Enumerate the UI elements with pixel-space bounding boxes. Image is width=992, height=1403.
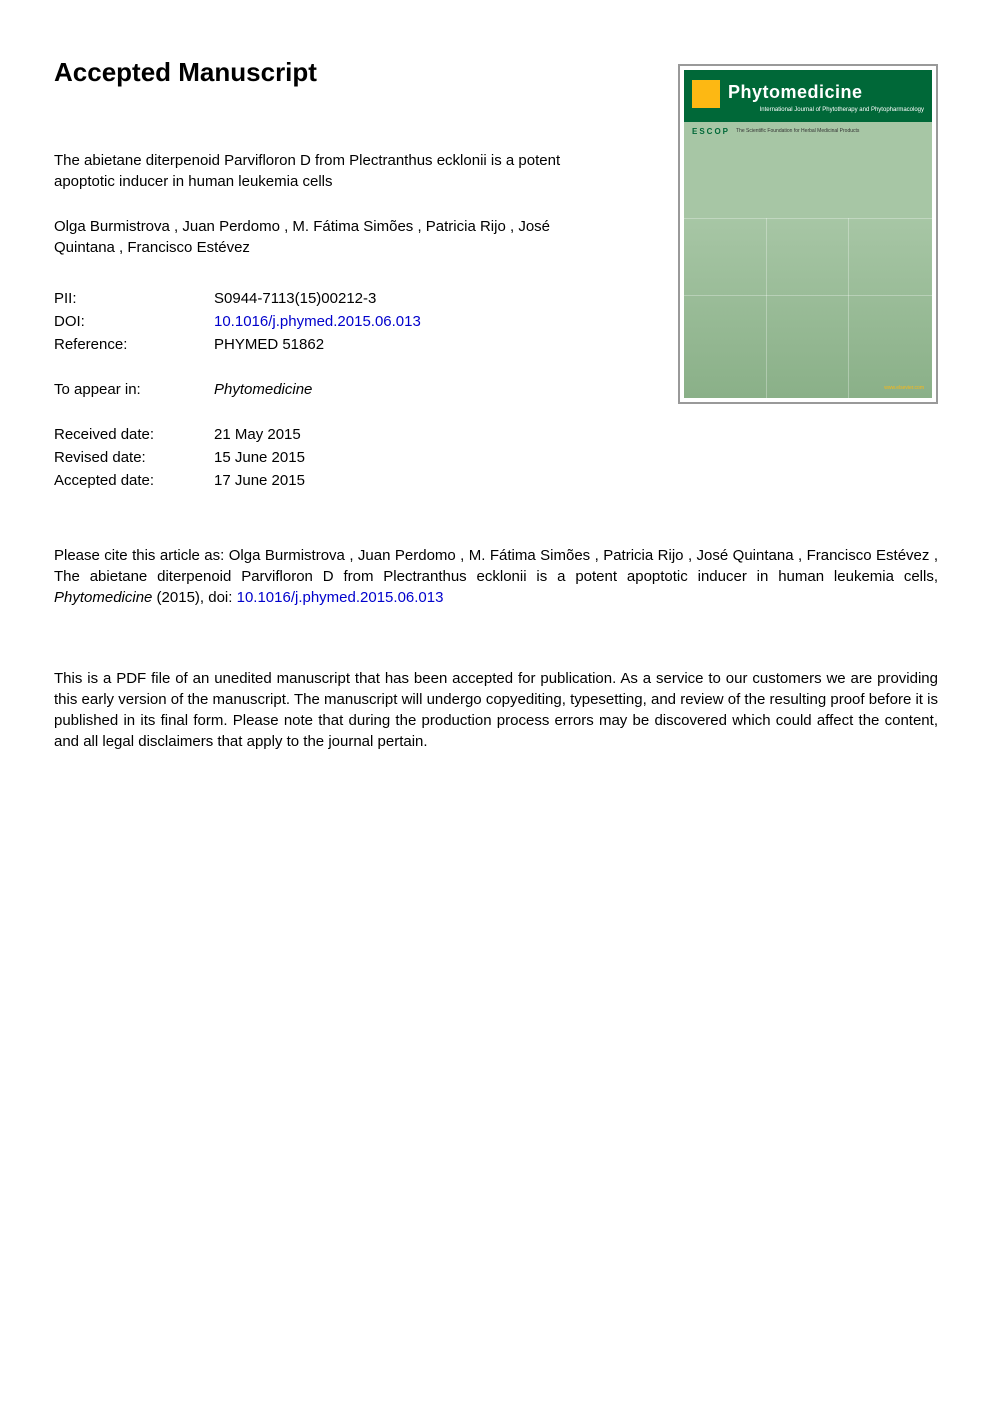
doi-link[interactable]: 10.1016/j.phymed.2015.06.013 — [214, 311, 421, 332]
cover-body: www.elsevier.com — [684, 142, 932, 398]
cover-footer: www.elsevier.com — [884, 385, 924, 392]
accepted-row: Accepted date: 17 June 2015 — [54, 470, 614, 491]
cover-title-group: Phytomedicine International Journal of P… — [728, 80, 924, 114]
citation-prefix: Please cite this article as: Olga Burmis… — [54, 547, 938, 585]
pii-value: S0944-7113(15)00212-3 — [214, 288, 376, 309]
citation-year: (2015), doi: — [152, 589, 236, 606]
received-row: Received date: 21 May 2015 — [54, 424, 614, 445]
accepted-value: 17 June 2015 — [214, 470, 305, 491]
accepted-manuscript-heading: Accepted Manuscript — [54, 54, 614, 90]
elsevier-logo-icon — [692, 80, 720, 108]
metadata-table-1: PII: S0944-7113(15)00212-3 DOI: 10.1016/… — [54, 288, 614, 355]
cover-grid-line — [684, 295, 932, 296]
citation-block: Please cite this article as: Olga Burmis… — [54, 545, 938, 608]
reference-value: PHYMED 51862 — [214, 334, 324, 355]
appear-row: To appear in: Phytomedicine — [54, 379, 614, 400]
accepted-label: Accepted date: — [54, 470, 214, 491]
pii-label: PII: — [54, 288, 214, 309]
appear-label: To appear in: — [54, 379, 214, 400]
page-container: Accepted Manuscript The abietane diterpe… — [54, 54, 938, 752]
revised-label: Revised date: — [54, 447, 214, 468]
cover-grid-line — [766, 218, 767, 398]
citation-doi-link[interactable]: 10.1016/j.phymed.2015.06.013 — [237, 589, 444, 606]
journal-cover-thumbnail: Phytomedicine International Journal of P… — [678, 64, 938, 404]
reference-label: Reference: — [54, 334, 214, 355]
cover-grid-line — [848, 218, 849, 398]
article-title: The abietane diterpenoid Parvifloron D f… — [54, 150, 614, 192]
escop-text: The Scientific Foundation for Herbal Med… — [736, 129, 859, 135]
header-section: Accepted Manuscript The abietane diterpe… — [54, 54, 938, 515]
doi-label: DOI: — [54, 311, 214, 332]
cover-inner: Phytomedicine International Journal of P… — [684, 70, 932, 398]
authors-list: Olga Burmistrova , Juan Perdomo , M. Fát… — [54, 216, 614, 258]
escop-label: ESCOP — [692, 126, 730, 137]
citation-journal: Phytomedicine — [54, 589, 152, 606]
left-content: Accepted Manuscript The abietane diterpe… — [54, 54, 614, 515]
metadata-table-2: To appear in: Phytomedicine — [54, 379, 614, 400]
appear-value: Phytomedicine — [214, 379, 312, 400]
received-value: 21 May 2015 — [214, 424, 301, 445]
cover-journal-name: Phytomedicine — [728, 80, 924, 105]
cover-escop-row: ESCOP The Scientific Foundation for Herb… — [684, 122, 932, 141]
revised-row: Revised date: 15 June 2015 — [54, 447, 614, 468]
cover-subtitle: International Journal of Phytotherapy an… — [728, 107, 924, 114]
pii-row: PII: S0944-7113(15)00212-3 — [54, 288, 614, 309]
revised-value: 15 June 2015 — [214, 447, 305, 468]
metadata-table-3: Received date: 21 May 2015 Revised date:… — [54, 424, 614, 491]
disclaimer-text: This is a PDF file of an unedited manusc… — [54, 668, 938, 752]
cover-grid-line — [684, 218, 932, 219]
received-label: Received date: — [54, 424, 214, 445]
doi-row: DOI: 10.1016/j.phymed.2015.06.013 — [54, 311, 614, 332]
reference-row: Reference: PHYMED 51862 — [54, 334, 614, 355]
cover-banner: Phytomedicine International Journal of P… — [684, 70, 932, 122]
